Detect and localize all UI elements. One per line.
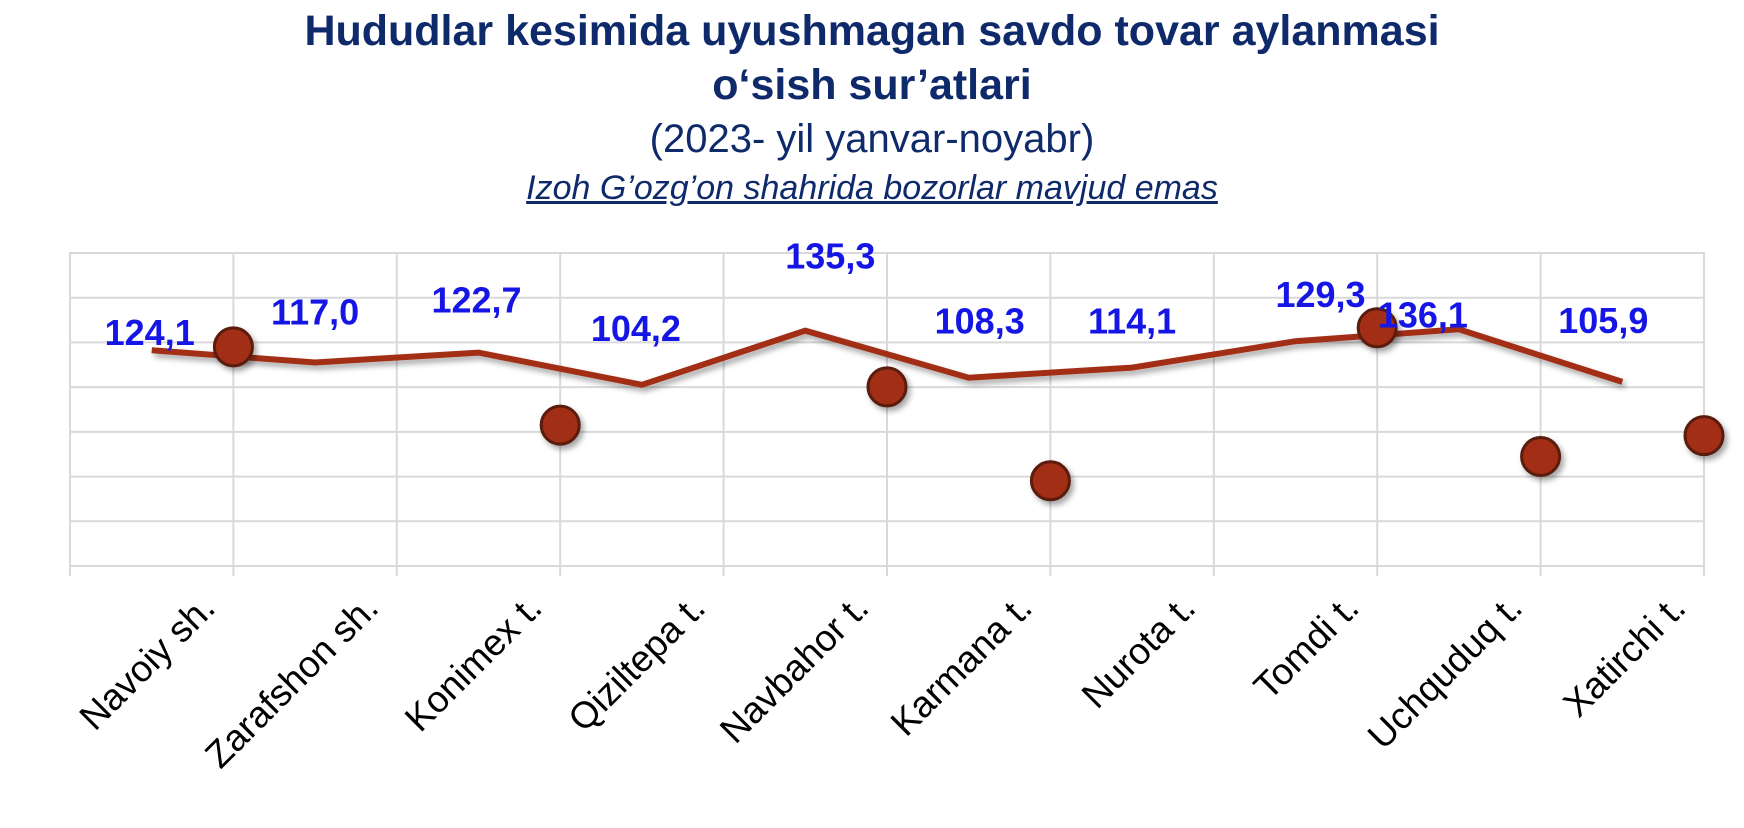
x-tick-label: Nurota t. — [1074, 587, 1203, 716]
x-tick-label: Xatirchi t. — [1555, 587, 1693, 725]
data-marker — [539, 404, 581, 446]
data-label: 114,1 — [1088, 301, 1176, 342]
x-tick-label: Zarafshon sh. — [197, 587, 386, 776]
data-label: 136,1 — [1378, 294, 1468, 335]
data-marker — [212, 326, 254, 368]
x-tick-label: Karmana t. — [883, 587, 1040, 744]
data-marker — [1356, 307, 1398, 349]
chart-title-line-1: Hududlar kesimida uyushmagan savdo tovar… — [304, 7, 1440, 55]
data-label: 135,3 — [785, 236, 875, 277]
x-tick-label: Uchquduq t. — [1360, 587, 1530, 757]
data-label: 124,1 — [105, 312, 195, 353]
x-tick-label: Konimex t. — [397, 587, 550, 740]
data-label: 104,2 — [591, 308, 681, 349]
data-label: 105,9 — [1558, 300, 1648, 341]
data-label: 117,0 — [271, 292, 359, 333]
chart-note: Izoh G’ozg’on shahrida bozorlar mavjud e… — [526, 169, 1218, 207]
data-marker — [866, 366, 908, 408]
x-tick-label: Navbahor t. — [712, 587, 876, 751]
data-label: 122,7 — [431, 280, 521, 321]
x-tick-label: Navoiy sh. — [72, 587, 223, 738]
x-tick-label: Qiziltepa t. — [560, 587, 713, 740]
chart-subtitle: (2023- yil yanvar-noyabr) — [649, 117, 1095, 161]
data-marker — [1683, 415, 1725, 457]
data-marker — [1520, 435, 1562, 477]
x-tick-label: Tomdi t. — [1246, 587, 1367, 708]
data-marker — [1029, 460, 1071, 502]
data-label: 108,3 — [935, 301, 1025, 342]
data-label: 129,3 — [1275, 274, 1365, 315]
chart-title-line-2: o‘sish sur’atlari — [712, 61, 1032, 109]
